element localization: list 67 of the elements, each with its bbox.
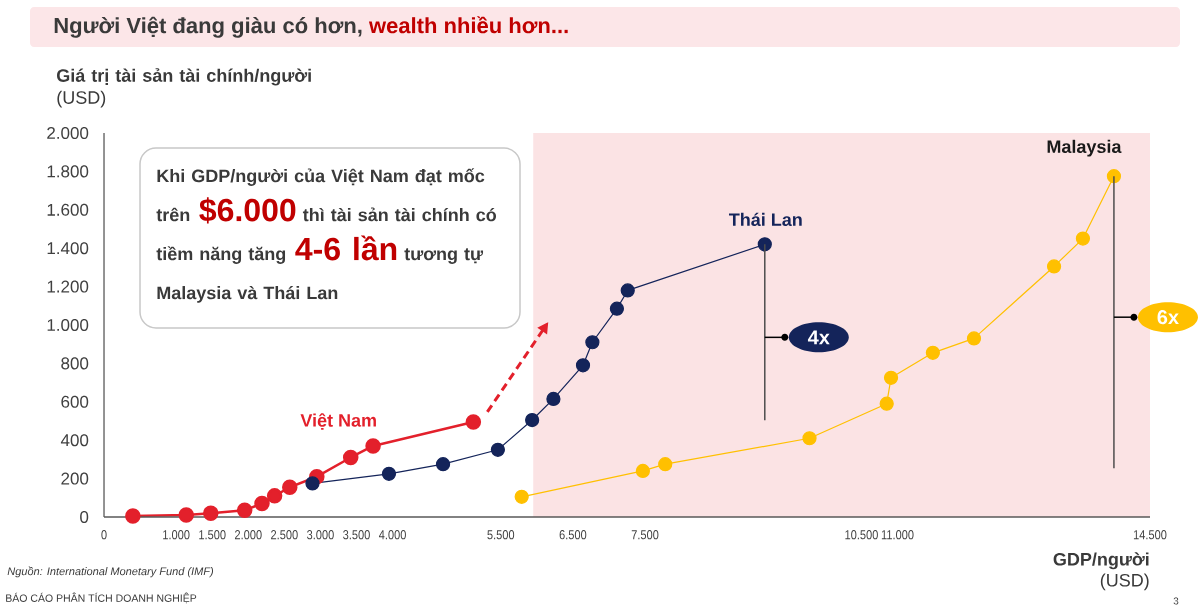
x-axis-title: GDP/người (USD): [1053, 552, 1149, 591]
point: [883, 370, 899, 385]
point: [802, 431, 817, 446]
x-tick-label: 4.000: [378, 530, 406, 540]
series-label: Malaysia: [1047, 139, 1122, 157]
y-axis-title: Giá trị tài sản tài chính/người (USD): [57, 68, 311, 108]
x-tick-label: 2.500: [271, 530, 298, 540]
y-tick-label: 0: [80, 510, 89, 524]
point: [1046, 259, 1062, 274]
point: [620, 283, 635, 298]
y-tick-label: 600: [61, 395, 89, 408]
y-tick-label: 1.600: [47, 203, 89, 216]
y-tick-label: 1.200: [47, 280, 89, 293]
y-tick-label: 1.800: [47, 165, 89, 178]
series-label: Thái Lan: [729, 212, 802, 227]
point: [178, 507, 194, 523]
chart-title: Người Việt đang giàu có hơn, wealth nhiều hơn...: [54, 16, 568, 38]
text: BÁO CÁO PHÂN TÍCH DOANH NGHIỆP: [6, 592, 197, 604]
point: [125, 508, 141, 524]
text: 3: [1173, 597, 1179, 605]
point: [525, 412, 540, 428]
point: [365, 438, 381, 454]
series-label: Việt Nam: [300, 413, 376, 430]
point: [1075, 231, 1091, 246]
x-tick-label: 3.000: [307, 530, 334, 540]
x-tick-label: 1.000: [163, 530, 190, 540]
y-tick-label: 800: [61, 357, 89, 370]
point: [203, 505, 219, 521]
point: [236, 502, 253, 519]
point: [381, 466, 397, 481]
text: Nguồn: International Monetary Fund (IMF): [7, 566, 214, 578]
point: [609, 301, 624, 316]
point: [585, 335, 600, 350]
point: [266, 488, 283, 504]
y-tick-label: 1.400: [47, 242, 89, 255]
point: [514, 489, 529, 504]
annotation: 4x: [807, 330, 830, 345]
point: [254, 495, 270, 512]
point: [635, 463, 650, 479]
point: [435, 457, 451, 472]
x-tick-label: 11.000: [881, 530, 914, 540]
x-tick-label: 6.500: [559, 530, 587, 540]
x-tick-label: 3.500: [343, 530, 370, 540]
point: [490, 442, 505, 457]
y-tick-label: 2.000: [47, 126, 89, 140]
point: [282, 479, 298, 495]
y-tick-label: 200: [61, 472, 89, 485]
point: [546, 391, 561, 407]
x-tick-label: 5.500: [487, 530, 515, 540]
x-tick-label: 7.500: [631, 530, 659, 540]
point: [925, 345, 940, 360]
point: [342, 449, 359, 466]
point: [575, 358, 591, 373]
y-tick-label: 400: [60, 434, 89, 447]
point: [879, 396, 894, 411]
point: [658, 457, 673, 472]
x-tick-label: 0: [101, 530, 107, 540]
x-tick-label: 2.000: [235, 530, 262, 540]
text: 6x: [1157, 310, 1179, 325]
point: [305, 476, 320, 491]
x-tick-label: 10.500: [845, 530, 878, 540]
point: [465, 414, 482, 430]
x-tick-label: 1.500: [199, 530, 226, 540]
point: [966, 331, 982, 346]
text: Khi GDP/người của Việt Nam đạt mốc trên $6.000 thì tài sản tài chính có tiềm năng tăng 4-6 lần tương tự Malaysia và Thái Lan: [156, 168, 497, 303]
y-tick-label: 1.000: [47, 318, 89, 332]
x-tick-label: 14.500: [1133, 530, 1167, 540]
